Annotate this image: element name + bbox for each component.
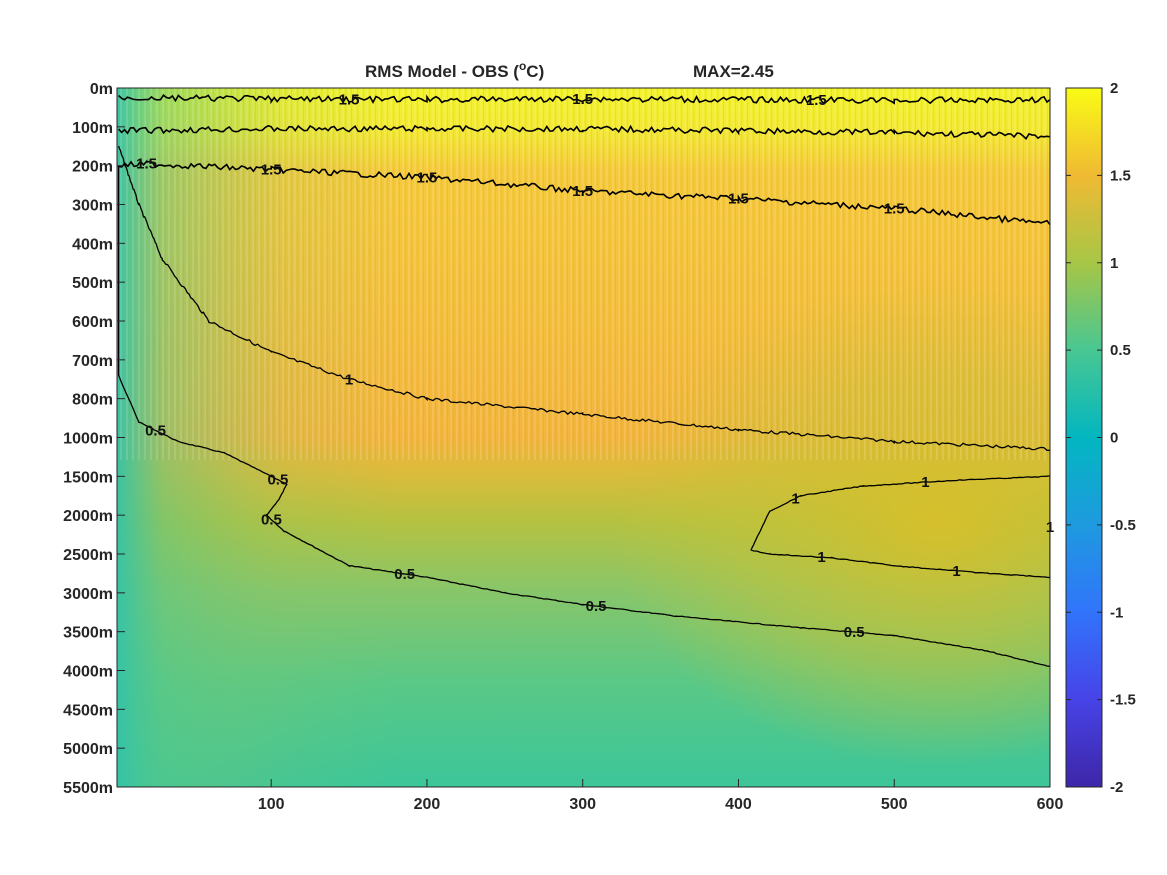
y-tick-label: 800m: [72, 392, 113, 409]
contour-line-1: [750, 475, 1050, 579]
y-tick-label: 5500m: [63, 780, 113, 797]
y-axis: 0m 100m 200m 300m 400m 500m 600m 700m 800m 1000m 1…: [63, 81, 125, 797]
x-tick-label: 500: [881, 796, 908, 813]
y-tick-label: 3500m: [63, 625, 113, 642]
contour-label: 1: [791, 490, 799, 507]
contour-label: 1.5: [806, 92, 827, 109]
max-annotation: MAX=2.45: [693, 62, 774, 81]
contour-label: 1.5: [261, 162, 282, 179]
colorbar-tick-label: -0.5: [1110, 517, 1136, 534]
y-tick-label: 500m: [72, 275, 113, 292]
y-tick-label: 700m: [72, 353, 113, 370]
y-tick-label: 4000m: [63, 664, 113, 681]
colorbar-scale: [1065, 87, 1103, 788]
title-main: RMS Model - OBS (: [365, 62, 519, 81]
contour-label: 0.5: [844, 624, 865, 641]
contour-line-1_5: [118, 94, 1050, 105]
x-axis: 100 200 300 400 500 600: [258, 779, 1064, 813]
y-tick-label: 4500m: [63, 702, 113, 719]
heatmap-upper-texture: [117, 88, 1050, 460]
colorbar-tick-label: -1: [1110, 604, 1123, 621]
y-tick-label: 0m: [90, 81, 113, 98]
contour-label: 1.5: [417, 169, 438, 186]
contour-line-1_5: [118, 159, 1050, 226]
y-tick-label: 300m: [72, 198, 113, 215]
colorbar-tick-label: 0: [1110, 430, 1118, 447]
contour-label: 1: [817, 549, 825, 566]
x-tick-label: 200: [414, 796, 441, 813]
contour-label: 1.5: [884, 200, 905, 217]
contour-label: 0.5: [394, 566, 415, 583]
x-tick-label: 300: [569, 796, 596, 813]
colorbar-tick-label: 1: [1110, 255, 1118, 272]
contour-label: 1.5: [572, 91, 593, 108]
chart-title: RMS Model - OBS (oC): [365, 59, 544, 81]
contour-label: 1.5: [728, 191, 749, 208]
x-tick-label: 600: [1037, 796, 1064, 813]
y-tick-label: 1000m: [63, 431, 113, 448]
title-degree: o: [519, 59, 526, 73]
contour-label: 0.5: [261, 512, 282, 529]
y-tick-label: 600m: [72, 314, 113, 331]
colorbar-tick-label: -2: [1110, 779, 1123, 796]
contour-line-1: [117, 145, 1050, 451]
contour-label: 1: [952, 563, 960, 580]
y-tick-label: 1500m: [63, 469, 113, 486]
contour-label: 0.5: [586, 598, 607, 615]
x-tick-label: 400: [725, 796, 752, 813]
y-tick-label: 400m: [72, 236, 113, 253]
y-tick-label: 100m: [72, 120, 113, 137]
contour-label: 1.5: [136, 156, 157, 173]
contour-line-0_5: [117, 165, 1050, 667]
y-tick-label: 2500m: [63, 547, 113, 564]
colorbar-tick-label: 1.5: [1110, 167, 1131, 184]
colorbar-tick-label: 0.5: [1110, 342, 1131, 359]
y-tick-label: 5000m: [63, 741, 113, 758]
colorbar-ticks: 2 1.5 1 0.5 0 -0.5 -1 -1.5 -2: [1066, 80, 1136, 796]
contour-label: 0.5: [145, 422, 166, 439]
title-unit: C): [526, 62, 544, 81]
x-tick-label: 100: [258, 796, 285, 813]
y-tick-label: 3000m: [63, 586, 113, 603]
y-tick-label: 200m: [72, 159, 113, 176]
colorbar-tick-label: -1.5: [1110, 692, 1136, 709]
contour-label: 1: [345, 371, 353, 388]
contour-label: 0.5: [267, 472, 288, 489]
colorbar-tick-label: 2: [1110, 80, 1118, 97]
contour-label: 1: [921, 474, 929, 491]
contour-lines: [117, 94, 1050, 667]
contour-label: 1.5: [572, 183, 593, 200]
y-tick-label: 2000m: [63, 508, 113, 525]
colorbar: 2 1.5 1 0.5 0 -0.5 -1 -1.5 -2: [1065, 80, 1136, 796]
contour-line-1_5: [118, 124, 1050, 140]
contour-label: 1.5: [339, 91, 360, 108]
